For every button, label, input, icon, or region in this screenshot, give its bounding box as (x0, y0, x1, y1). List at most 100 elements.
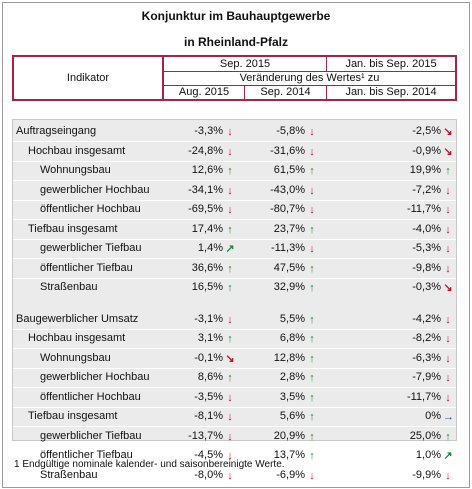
cell-value-col1: -8,1% (194, 410, 223, 422)
cell-value-col3: -8,2% (412, 332, 441, 344)
trend-down-icon: ↓ (445, 262, 451, 275)
trend-up-right-icon: ↗ (225, 243, 235, 255)
table-row: Hochbau insgesamt 3,1% ↑ 6,8% ↑ -8,2% ↓ (13, 329, 456, 349)
trend-down-icon: ↓ (445, 313, 451, 326)
trend-down-icon: ↓ (309, 184, 315, 197)
row-label: gewerblicher Hochbau (40, 371, 150, 383)
row-separator (13, 387, 456, 388)
header-jan-sep-2014: Jan. bis Sep. 2014 (345, 86, 437, 98)
cell-value-col1: -13,7% (188, 429, 223, 442)
trend-down-icon: ↓ (309, 145, 315, 158)
trend-right-icon: → (443, 411, 454, 423)
trend-up-icon: ↑ (445, 430, 451, 443)
trend-up-icon: ↑ (309, 165, 315, 177)
row-label: gewerblicher Tiefbau (40, 242, 142, 254)
cell-value-col3: -7,9% (412, 371, 441, 383)
trend-down-icon: ↓ (227, 430, 233, 443)
row-label: Wohnungsbau (40, 164, 111, 176)
table-row: öffentlicher Hochbau -69,5% ↓ -80,7% ↓ -11,7%… (13, 200, 456, 220)
table-row: gewerblicher Hochbau 8,6% ↑ 2,8% ↑ -7,9% ↓ (13, 368, 456, 388)
trend-down-icon: ↓ (227, 391, 233, 404)
cell-value-col3: -9,8% (412, 261, 441, 274)
cell-value-col3: -0,3% (412, 281, 441, 293)
trend-up-icon: ↑ (227, 223, 233, 236)
cell-value-col3: -5,3% (412, 242, 441, 254)
row-separator (13, 277, 456, 279)
row-separator (13, 238, 456, 240)
trend-up-icon: ↑ (227, 262, 233, 275)
cell-value-col1: 8,6% (197, 371, 223, 383)
row-label: Hochbau insgesamt (28, 332, 126, 344)
cell-value-col1: -3,3% (194, 125, 223, 137)
cell-value-col2: -5,8% (276, 125, 305, 137)
row-label: öffentlicher Tiefbau (40, 449, 133, 461)
trend-up-icon: ↑ (309, 313, 315, 326)
cell-value-col2: 12,8% (273, 351, 305, 364)
header-sep-2014: Sep. 2014 (260, 86, 311, 98)
trend-down-right-icon: ↘ (443, 126, 453, 138)
trend-down-icon: ↓ (227, 411, 233, 423)
row-label: gewerblicher Hochbau (40, 183, 150, 196)
table-row: Wohnungsbau -0,1% ↘ 12,8% ↑ -6,3% ↓ (13, 349, 456, 369)
trend-up-right-icon: ↗ (443, 450, 453, 462)
cell-value-col3: 19,9% (409, 164, 441, 176)
row-separator (13, 367, 456, 369)
trend-up-icon: ↑ (309, 282, 315, 294)
trend-down-icon: ↓ (445, 469, 451, 482)
row-separator (13, 445, 456, 447)
trend-up-icon: ↑ (309, 391, 315, 404)
data-table-body: Auftragseingang -3,3% ↓ -5,8% ↓ -2,5% ↘ Hochbau… (12, 119, 457, 482)
cell-value-col2: 32,9% (273, 281, 305, 293)
row-separator (13, 180, 456, 181)
cell-value-col1: 12,6% (191, 164, 223, 176)
cell-value-col3: -0,9% (412, 144, 441, 157)
row-separator (13, 141, 456, 142)
trend-down-icon: ↓ (309, 126, 315, 138)
trend-down-icon: ↓ (445, 372, 451, 384)
trend-down-icon: ↓ (445, 333, 451, 345)
trend-up-icon: ↑ (309, 450, 315, 462)
cell-value-col3: 0% (425, 410, 441, 422)
row-separator (13, 348, 456, 349)
cell-value-col1: -4,5% (194, 449, 223, 461)
cell-value-col2: 23,7% (273, 222, 305, 235)
table-row: öffentlicher Tiefbau 36,6% ↑ 47,5% ↑ -9,8% ↓ (13, 259, 456, 279)
row-label: Tiefbau insgesamt (28, 222, 118, 235)
table-row: Tiefbau insgesamt 17,4% ↑ 23,7% ↑ -4,0% ↓ (13, 220, 456, 240)
cell-value-col3: 25,0% (409, 429, 441, 442)
cell-value-col1: 17,4% (191, 222, 223, 235)
trend-down-icon: ↓ (227, 184, 233, 197)
trend-up-icon: ↑ (445, 165, 451, 177)
trend-down-icon: ↓ (227, 450, 233, 462)
cell-value-col3: -9,9% (412, 468, 441, 481)
trend-down-icon: ↓ (227, 313, 233, 326)
cell-value-col3: -11,7% (406, 390, 441, 403)
table-row: Wohnungsbau 12,6% ↑ 61,5% ↑ 19,9% ↑ (13, 161, 456, 181)
table-row: Straßenbau -8,0% ↓ -6,9% ↓ -9,9% ↓ (13, 466, 456, 486)
trend-down-icon: ↓ (445, 391, 451, 404)
cell-value-col1: -3,5% (194, 390, 223, 403)
cell-value-col3: 1,0% (415, 449, 441, 461)
row-label: Tiefbau insgesamt (28, 410, 118, 422)
table-row: gewerblicher Hochbau -34,1% ↓ -43,0% ↓ -7,2% ↓ (13, 181, 456, 201)
cell-value-col2: 20,9% (273, 429, 305, 442)
table-row: Tiefbau insgesamt -8,1% ↓ 5,6% ↑ 0% → (13, 407, 456, 427)
header-indikator: Indikator (66, 72, 110, 84)
row-label: Straßenbau (40, 281, 98, 293)
table-row: öffentlicher Tiefbau -4,5% ↓ 13,7% ↑ 1,0% ↗ (13, 446, 456, 466)
trend-down-icon: ↓ (227, 145, 233, 158)
trend-up-icon: ↑ (227, 333, 233, 345)
header-jan-sep-2015: Jan. bis Sep. 2015 (345, 58, 437, 70)
table-row: Baugewerblicher Umsatz -3,1% ↓ 5,5% ↑ -4,2% ↓ (13, 310, 456, 330)
cell-value-col3: -2,5% (412, 125, 441, 137)
cell-value-col2: 2,8% (279, 371, 305, 383)
trend-up-icon: ↑ (309, 333, 315, 345)
trend-down-icon: ↓ (227, 204, 233, 216)
cell-value-col1: -24,8% (188, 144, 223, 157)
row-label: Straßenbau (40, 468, 98, 481)
cell-value-col2: 47,5% (273, 261, 305, 274)
trend-down-icon: ↓ (445, 204, 451, 216)
row-separator (13, 160, 456, 162)
cell-value-col1: 36,6% (191, 261, 223, 274)
trend-up-icon: ↑ (309, 430, 315, 443)
